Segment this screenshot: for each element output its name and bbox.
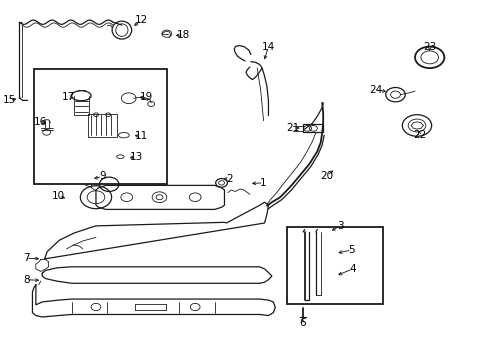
Text: 23: 23 <box>423 42 436 51</box>
Text: 3: 3 <box>337 221 343 231</box>
Text: 16: 16 <box>34 117 48 127</box>
Text: 12: 12 <box>135 15 148 26</box>
Text: 22: 22 <box>413 130 427 140</box>
Text: 21: 21 <box>286 123 299 133</box>
Text: 10: 10 <box>52 191 65 201</box>
Text: 19: 19 <box>140 92 153 102</box>
Text: 14: 14 <box>262 42 275 51</box>
Text: 8: 8 <box>23 275 29 285</box>
Text: 1: 1 <box>260 178 267 188</box>
Text: 5: 5 <box>348 245 355 255</box>
Text: 18: 18 <box>177 30 191 40</box>
Text: 24: 24 <box>369 85 383 95</box>
Text: 6: 6 <box>299 318 306 328</box>
Text: 9: 9 <box>99 171 106 181</box>
Text: 7: 7 <box>23 253 29 263</box>
Text: 11: 11 <box>135 131 148 141</box>
Text: 15: 15 <box>3 95 16 105</box>
Bar <box>287 226 383 304</box>
Text: 17: 17 <box>62 92 75 102</box>
Text: 4: 4 <box>349 264 356 274</box>
Bar <box>303 125 323 132</box>
Bar <box>34 69 167 184</box>
Text: 13: 13 <box>130 152 143 162</box>
Text: 2: 2 <box>226 174 233 184</box>
Text: 20: 20 <box>320 171 334 181</box>
